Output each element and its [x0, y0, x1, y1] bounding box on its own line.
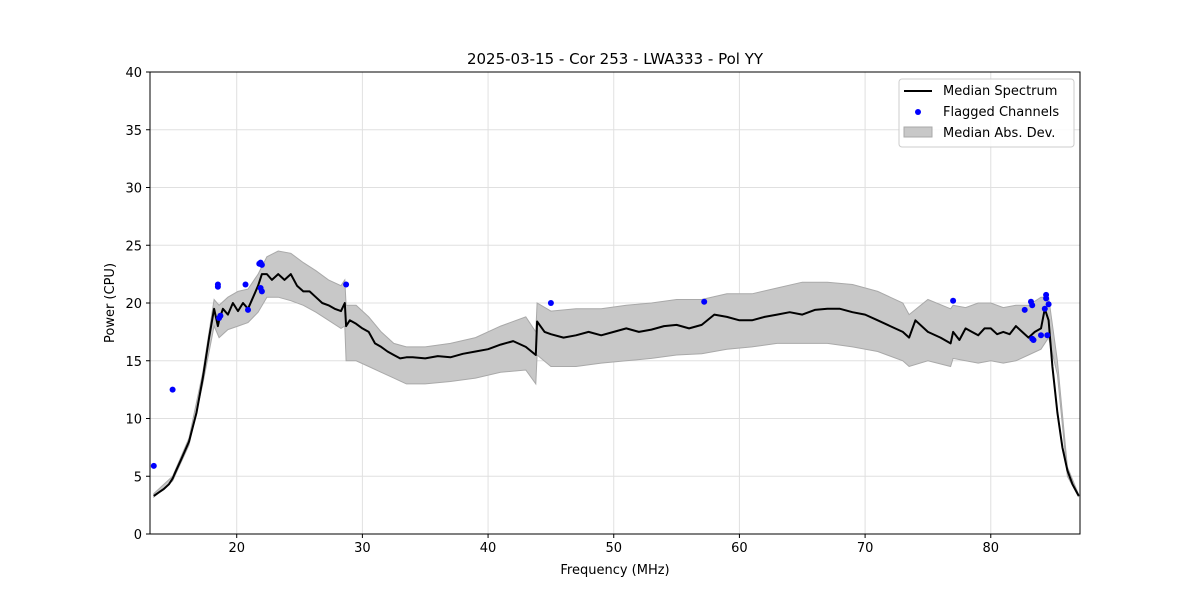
- axes-frame: [149, 71, 1081, 535]
- flagged-channel-point: [258, 261, 265, 268]
- legend: Median Spectrum Flagged Channels Median …: [898, 78, 1075, 148]
- flagged-channel-point: [258, 288, 265, 295]
- flagged-channel-point: [1045, 301, 1052, 308]
- x-tick-label: 30: [354, 541, 371, 556]
- flagged-channel-point: [245, 306, 251, 313]
- x-tick-label: 20: [228, 541, 245, 556]
- y-tick-label: 20: [125, 297, 142, 312]
- flagged-channel-point: [1021, 306, 1028, 313]
- flagged-channel-point: [214, 281, 221, 288]
- y-tick-label: 15: [125, 355, 142, 370]
- y-tick-label: 10: [125, 413, 142, 428]
- flagged-channel-point: [242, 281, 249, 288]
- x-axis-label: Frequency (MHz): [560, 563, 669, 578]
- flagged-channel-point: [150, 462, 157, 469]
- plot-area: [150, 250, 1080, 499]
- y-axis-label: Power (CPU): [103, 263, 118, 343]
- flagged-channel-point: [1029, 302, 1036, 309]
- x-tick-label: 40: [480, 541, 497, 556]
- legend-label-mad: Median Abs. Dev.: [943, 126, 1055, 141]
- flagged-channel-point: [1038, 332, 1044, 339]
- x-tick-label: 60: [731, 541, 748, 556]
- legend-band-swatch: [903, 126, 933, 138]
- legend-box: [898, 78, 1075, 148]
- legend-label-median: Median Spectrum: [943, 84, 1057, 99]
- flagged-channel-point: [217, 312, 224, 319]
- flagged-channel-point: [169, 386, 176, 393]
- flagged-channel-point: [1043, 295, 1050, 302]
- flagged-channel-point: [950, 297, 957, 304]
- flagged-channel-point: [1030, 337, 1037, 343]
- x-tick-label: 80: [982, 541, 999, 556]
- y-tick-label: 0: [134, 528, 142, 543]
- y-tick-label: 5: [134, 470, 142, 485]
- y-tick-label: 40: [125, 66, 142, 81]
- legend-marker-swatch: [915, 109, 921, 115]
- flagged-channel-point: [547, 300, 554, 306]
- y-tick-label: 25: [125, 239, 142, 254]
- mad-band: [153, 250, 1080, 499]
- y-tick-label: 35: [125, 124, 142, 139]
- axis-ticks: 20 30 40 50 60 70 80 0 5 10 15 20 25 30 35 40: [125, 66, 999, 556]
- chart-title: 2025-03-15 - Cor 253 - LWA333 - Pol YY: [467, 50, 764, 68]
- flagged-channel-point: [1041, 305, 1048, 312]
- x-tick-label: 50: [605, 541, 622, 556]
- flagged-channel-point: [1044, 332, 1051, 339]
- y-tick-label: 30: [125, 182, 142, 197]
- flagged-channel-point: [701, 298, 708, 305]
- x-tick-label: 70: [857, 541, 874, 556]
- flagged-channel-point: [343, 281, 350, 288]
- median-spectrum-line: [153, 273, 1080, 497]
- legend-label-flagged: Flagged Channels: [943, 105, 1059, 120]
